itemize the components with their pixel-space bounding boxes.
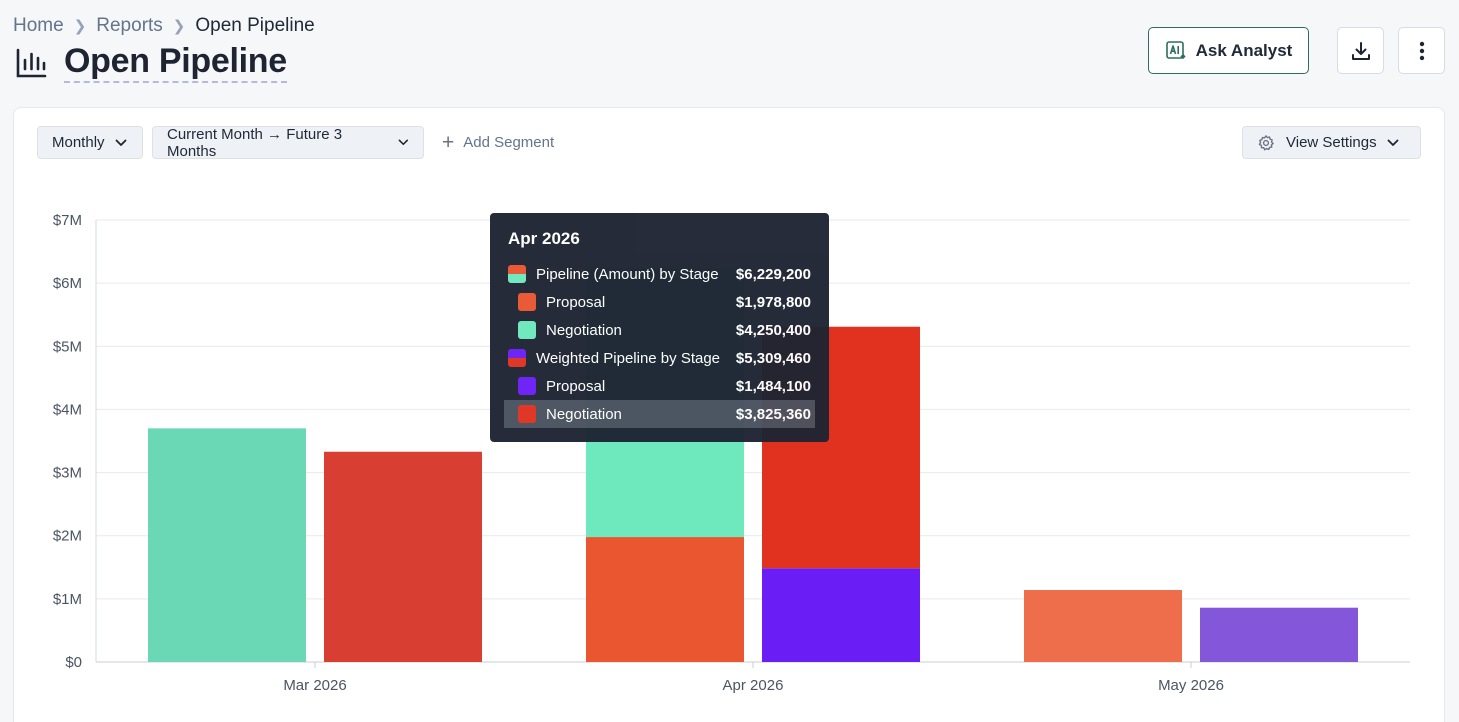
bar — [762, 568, 920, 662]
y-tick-label: $7M — [53, 212, 82, 229]
breadcrumb: Home ❯ Reports ❯ Open Pipeline — [13, 15, 315, 37]
tooltip-row-pipeline-negotiation: Negotiation $4,250,400 — [508, 316, 811, 344]
tooltip-value: $5,309,460 — [735, 349, 811, 367]
ai-icon — [1165, 40, 1186, 59]
title-row: Open Pipeline — [14, 42, 287, 83]
period-select[interactable]: Monthly — [37, 126, 143, 159]
tooltip-value: $3,825,360 — [735, 405, 811, 423]
more-vertical-icon — [1419, 41, 1424, 60]
tooltip-value: $4,250,400 — [735, 321, 811, 339]
more-options-button[interactable] — [1398, 27, 1445, 74]
y-tick-label: $6M — [53, 275, 82, 292]
add-segment-button[interactable]: + Add Segment — [442, 126, 554, 159]
tooltip-row-pipeline-total: Pipeline (Amount) by Stage $6,229,200 — [508, 260, 811, 288]
page-title[interactable]: Open Pipeline — [64, 42, 287, 83]
x-tick-label: Mar 2026 — [283, 677, 346, 694]
view-settings-button[interactable]: View Settings — [1242, 126, 1421, 159]
tooltip-row-weighted-negotiation: Negotiation $3,825,360 — [504, 400, 815, 428]
x-tick-label: Apr 2026 — [723, 677, 784, 694]
chevron-right-icon: ❯ — [172, 18, 186, 35]
bar-chart-icon — [14, 46, 48, 80]
y-tick-label: $3M — [53, 465, 82, 482]
y-tick-label: $2M — [53, 528, 82, 545]
tooltip-value: $6,229,200 — [735, 265, 811, 283]
tooltip-title: Apr 2026 — [508, 229, 580, 248]
plus-icon: + — [442, 131, 455, 154]
y-tick-label: $1M — [53, 591, 82, 608]
tooltip-row-weighted-total: Weighted Pipeline by Stage $5,309,460 — [508, 344, 811, 372]
chevron-down-icon — [1387, 139, 1399, 146]
ask-analyst-button[interactable]: Ask Analyst — [1148, 27, 1309, 74]
breadcrumb-current: Open Pipeline — [195, 15, 315, 36]
bar — [1024, 590, 1182, 662]
chart-tooltip: Apr 2026 Pipeline (Amount) by Stage $6,2… — [490, 213, 829, 442]
y-tick-label: $0 — [65, 654, 82, 671]
tooltip-row-weighted-proposal: Proposal $1,484,100 — [508, 372, 811, 400]
chevron-right-icon: ❯ — [73, 18, 87, 35]
swatch-proposal-icon — [518, 293, 536, 311]
swatch-negotiation-icon — [518, 405, 536, 423]
bar — [148, 428, 306, 662]
date-range-select[interactable]: Current Month → Future 3 Months — [152, 125, 424, 160]
x-tick-label: May 2026 — [1158, 677, 1224, 694]
tooltip-label: Proposal — [546, 377, 606, 395]
chevron-down-icon — [115, 139, 126, 146]
swatch-negotiation-icon — [518, 321, 536, 339]
swatch-proposal-icon — [518, 377, 536, 395]
tooltip-label: Pipeline (Amount) by Stage — [536, 265, 719, 283]
swatch-pipeline-icon — [508, 265, 526, 283]
tooltip-value: $1,978,800 — [735, 293, 811, 311]
tooltip-label: Proposal — [546, 293, 606, 311]
tooltip-label: Negotiation — [546, 321, 622, 339]
period-label: Monthly — [52, 134, 105, 151]
download-button[interactable] — [1337, 27, 1384, 74]
tooltip-label: Negotiation — [546, 405, 622, 423]
chevron-down-icon — [398, 139, 409, 146]
date-range-label: Current Month → Future 3 Months — [167, 125, 343, 160]
tooltip-row-pipeline-proposal: Proposal $1,978,800 — [508, 288, 811, 316]
y-tick-label: $4M — [53, 401, 82, 418]
y-tick-label: $5M — [53, 338, 82, 355]
bar — [1200, 607, 1358, 662]
tooltip-label: Weighted Pipeline by Stage — [536, 349, 721, 367]
breadcrumb-home[interactable]: Home — [13, 15, 64, 36]
breadcrumb-reports[interactable]: Reports — [96, 15, 163, 36]
add-segment-label: Add Segment — [463, 134, 555, 151]
swatch-weighted-icon — [508, 349, 526, 367]
bar — [324, 451, 482, 662]
tooltip-value: $1,484,100 — [735, 377, 811, 395]
view-settings-label: View Settings — [1286, 134, 1377, 151]
download-icon — [1351, 41, 1370, 60]
gear-icon — [1258, 134, 1274, 150]
bar — [586, 537, 744, 662]
ask-analyst-label: Ask Analyst — [1195, 40, 1293, 60]
